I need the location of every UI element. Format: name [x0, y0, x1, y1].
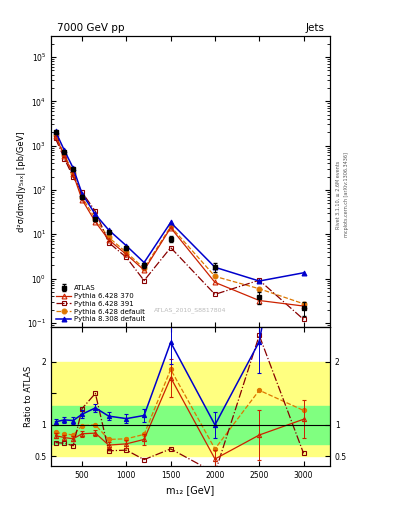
Y-axis label: d²σ/dm₁d|y₅ₐₓ| [pb/GeV]: d²σ/dm₁d|y₅ₐₓ| [pb/GeV] — [17, 131, 26, 232]
X-axis label: m₁₂ [GeV]: m₁₂ [GeV] — [167, 485, 215, 495]
Text: Rivet 3.1.10, ≥ 2.6M events: Rivet 3.1.10, ≥ 2.6M events — [336, 160, 341, 229]
Y-axis label: Ratio to ATLAS: Ratio to ATLAS — [24, 366, 33, 427]
Text: mcplots.cern.ch [arXiv:1306.3436]: mcplots.cern.ch [arXiv:1306.3436] — [344, 152, 349, 237]
Text: 7000 GeV pp: 7000 GeV pp — [57, 23, 124, 33]
Legend: ATLAS, Pythia 6.428 370, Pythia 6.428 391, Pythia 6.428 default, Pythia 8.308 de: ATLAS, Pythia 6.428 370, Pythia 6.428 39… — [55, 284, 147, 324]
Text: Jets: Jets — [305, 23, 325, 33]
Text: ATLAS_2010_S8817804: ATLAS_2010_S8817804 — [154, 307, 227, 313]
